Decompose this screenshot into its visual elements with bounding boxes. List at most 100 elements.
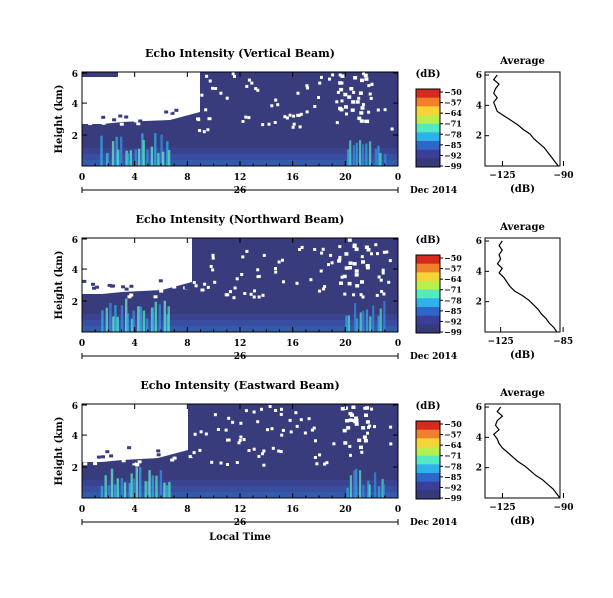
speckle bbox=[299, 418, 303, 422]
speckle bbox=[156, 453, 161, 457]
x-tick-label: 12 bbox=[234, 173, 247, 183]
speckle bbox=[344, 266, 349, 270]
speckle bbox=[225, 96, 229, 100]
colorbar-unit: (dB) bbox=[416, 69, 441, 80]
colorbar-segment bbox=[416, 315, 440, 325]
speckle bbox=[309, 278, 313, 282]
speckle bbox=[277, 449, 281, 453]
speckle bbox=[129, 284, 134, 288]
speckle bbox=[101, 455, 105, 459]
echo-streak bbox=[150, 146, 154, 166]
speckle bbox=[295, 424, 299, 428]
speckle bbox=[262, 253, 266, 257]
speckle bbox=[238, 438, 242, 442]
colorbar-tick-label: −64 bbox=[444, 440, 462, 450]
speckle bbox=[224, 293, 228, 297]
speckle bbox=[350, 108, 355, 112]
speckle bbox=[361, 260, 365, 264]
echo-streak bbox=[120, 136, 123, 166]
speckle bbox=[235, 277, 239, 281]
echo-streak bbox=[365, 143, 368, 166]
speckle bbox=[364, 413, 368, 417]
speckle bbox=[244, 409, 248, 413]
y-tick-label: 4 bbox=[72, 432, 78, 442]
speckle bbox=[282, 280, 285, 284]
speckle bbox=[277, 260, 281, 264]
speckle bbox=[299, 112, 303, 116]
profile-x-label: (dB) bbox=[510, 516, 535, 527]
speckle bbox=[136, 122, 141, 126]
speckle bbox=[343, 92, 348, 97]
speckle bbox=[235, 461, 239, 464]
speckle bbox=[159, 289, 164, 293]
colorbar-tick-label: −99 bbox=[444, 327, 462, 337]
speckle bbox=[129, 293, 134, 297]
colorbar-unit: (dB) bbox=[416, 401, 441, 412]
speckle bbox=[118, 114, 123, 118]
colorbar-tick-label: −85 bbox=[444, 306, 462, 316]
speckle bbox=[260, 407, 263, 411]
echo-streak bbox=[104, 475, 107, 498]
speckle bbox=[347, 266, 352, 270]
speckle bbox=[365, 406, 370, 410]
speckle bbox=[292, 122, 296, 126]
speckle bbox=[313, 456, 317, 459]
speckle bbox=[193, 86, 196, 90]
echo-streak bbox=[158, 304, 161, 332]
speckle bbox=[247, 116, 251, 120]
speckle bbox=[345, 112, 348, 116]
echo-streak bbox=[347, 149, 350, 166]
colorbar-tick-label: −50 bbox=[444, 253, 462, 263]
echo-streak bbox=[378, 486, 381, 498]
speckle bbox=[360, 280, 364, 284]
colorbar: (dB)−50−57−64−71−78−85−92−99 bbox=[415, 69, 462, 171]
speckle bbox=[365, 119, 370, 124]
speckle bbox=[206, 285, 210, 289]
colorbar-segment bbox=[416, 455, 440, 465]
speckle bbox=[231, 72, 235, 76]
speckle bbox=[243, 292, 247, 295]
speckle bbox=[247, 449, 251, 452]
speckle bbox=[363, 439, 368, 443]
speckle bbox=[158, 279, 163, 283]
speckle bbox=[364, 245, 369, 249]
speckle bbox=[354, 422, 359, 426]
average-profile: Average −125 −90 (dB) 6 4 2 bbox=[476, 56, 574, 195]
colorbar-segment bbox=[416, 149, 440, 159]
speckle bbox=[280, 433, 284, 437]
speckle bbox=[360, 78, 364, 83]
speckle bbox=[119, 122, 124, 126]
speckle bbox=[292, 114, 296, 118]
speckle bbox=[271, 446, 275, 450]
speckle bbox=[320, 251, 324, 255]
colorbar-tick-label: −99 bbox=[444, 161, 462, 171]
colorbar-segment bbox=[416, 263, 440, 273]
speckle bbox=[133, 119, 138, 123]
echo-streak bbox=[377, 145, 380, 166]
colorbar-tick-label: −78 bbox=[444, 295, 462, 305]
echo-streak bbox=[116, 478, 119, 498]
speckle bbox=[241, 120, 245, 123]
echo-streak bbox=[159, 470, 163, 498]
speckle bbox=[161, 282, 166, 286]
speckle bbox=[366, 431, 369, 435]
echo-streak bbox=[365, 309, 369, 332]
echo-streak bbox=[100, 135, 103, 166]
speckle bbox=[240, 273, 244, 276]
surface-band bbox=[82, 314, 398, 320]
speckle bbox=[150, 455, 155, 459]
speckle bbox=[156, 449, 161, 453]
speckle bbox=[257, 295, 261, 299]
profile-y-tick-label: 6 bbox=[476, 237, 482, 247]
echo-streak bbox=[354, 303, 357, 332]
colorbar-tick-label: −57 bbox=[444, 98, 462, 108]
speckle bbox=[127, 446, 132, 450]
echo-streak bbox=[362, 484, 365, 498]
colorbar-segment bbox=[416, 438, 440, 448]
x-tick-label: 20 bbox=[339, 173, 352, 183]
speckle bbox=[262, 449, 266, 453]
echo-streak bbox=[148, 470, 151, 498]
echo-streak bbox=[369, 141, 372, 166]
colorbar-tick-label: −71 bbox=[444, 285, 462, 295]
speckle bbox=[250, 81, 254, 85]
